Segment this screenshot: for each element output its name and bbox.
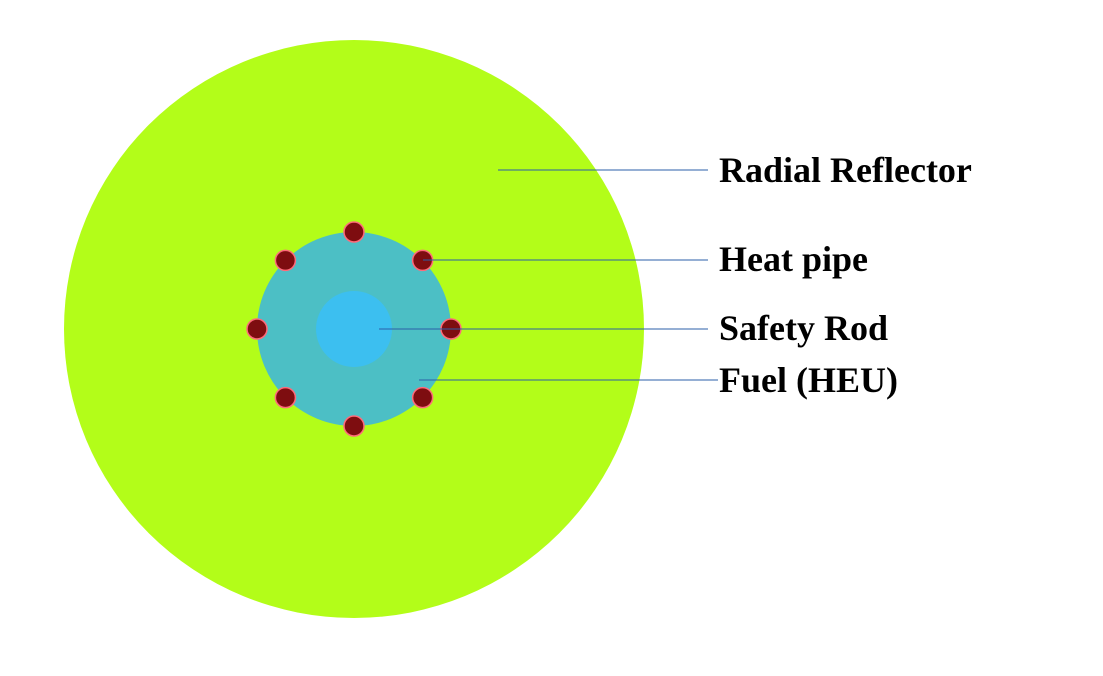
leader-lines	[379, 169, 718, 381]
heat-pipe	[246, 318, 268, 340]
safety-rod-region	[316, 291, 392, 367]
heat-pipe	[274, 386, 297, 409]
label-heat-pipe: Heat pipe	[719, 239, 868, 279]
heat-pipe	[343, 415, 365, 437]
label-fuel: Fuel (HEU)	[719, 360, 898, 400]
heat-pipe	[411, 386, 434, 409]
heat-pipe	[274, 249, 297, 272]
label-radial-reflector: Radial Reflector	[719, 150, 972, 190]
label-safety-rod: Safety Rod	[719, 308, 888, 348]
heat-pipe	[343, 221, 365, 243]
